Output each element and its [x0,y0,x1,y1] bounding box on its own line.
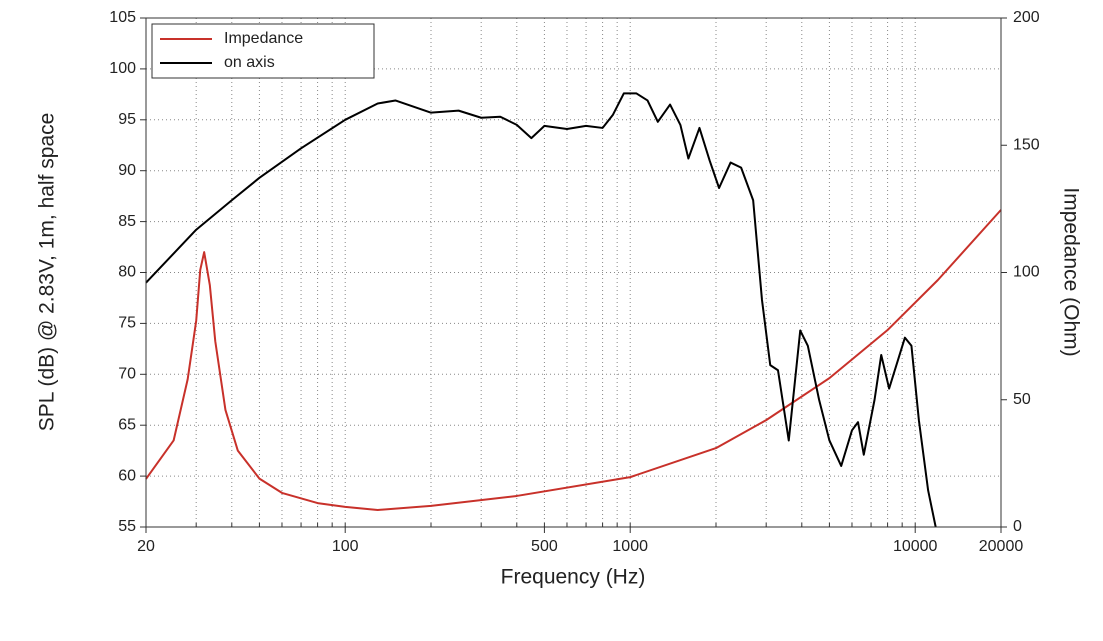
x-tick-label: 1000 [612,538,648,555]
y-tick-label: 65 [118,416,136,433]
y2-tick-label: 0 [1013,518,1022,535]
y2-axis-label: Impedance (Ohm) [1059,187,1082,356]
y-tick-label: 75 [118,315,136,332]
series-line [145,209,1002,511]
plot-frame [145,17,1002,528]
legend-label: on axis [224,54,275,71]
y-tick-label: 105 [109,9,136,26]
y2-tick-label: 150 [1013,136,1040,153]
y-tick-label: 85 [118,213,136,230]
x-tick-label: 10000 [893,538,938,555]
y-tick-label: 95 [118,111,136,128]
legend-label: Impedance [224,30,303,47]
y-tick-label: 100 [109,60,136,77]
series-line [145,92,937,528]
y-axis-label: SPL (dB) @ 2.83V, 1m, half space [36,113,59,432]
legend-box [151,23,375,79]
y-tick-label: 90 [118,162,136,179]
x-tick-label: 500 [531,538,558,555]
x-axis-label: Frequency (Hz) [501,566,646,589]
x-tick-label: 100 [332,538,359,555]
x-tick-label: 20 [137,538,155,555]
y-tick-label: 60 [118,467,136,484]
y-tick-label: 55 [118,518,136,535]
y-tick-label: 70 [118,366,136,383]
y2-tick-label: 50 [1013,391,1031,408]
y2-tick-label: 100 [1013,264,1040,281]
y-tick-label: 80 [118,264,136,281]
x-tick-label: 20000 [979,538,1024,555]
y2-tick-label: 200 [1013,9,1040,26]
